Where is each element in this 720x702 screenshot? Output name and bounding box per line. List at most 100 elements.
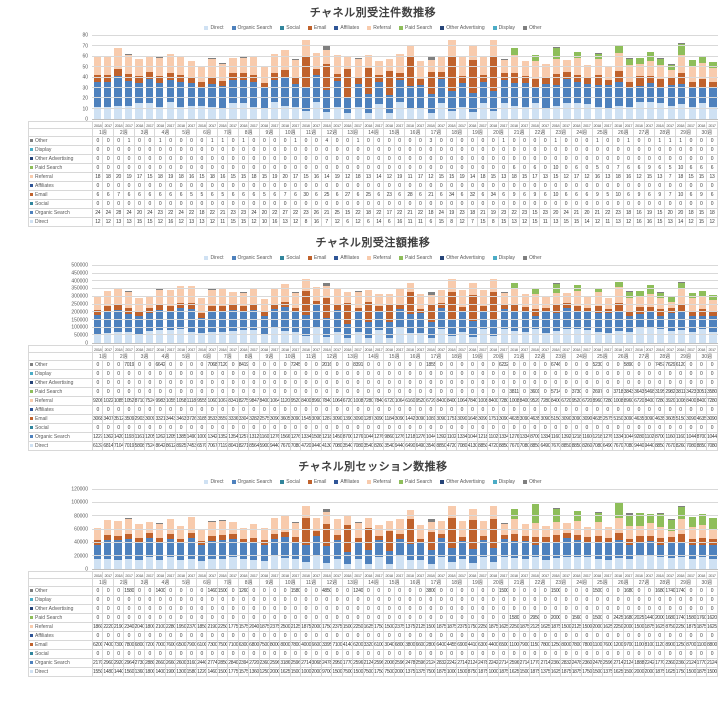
value-cell: 133400	[497, 432, 510, 442]
stacked-bar	[531, 266, 540, 343]
value-cell: 21240	[466, 658, 479, 668]
value-cell: 0	[102, 369, 114, 379]
value-cell: 0	[612, 360, 624, 370]
bar-segment-email	[636, 76, 644, 86]
value-cell: 0	[372, 604, 385, 614]
value-cell: 0	[383, 586, 395, 596]
series-label: Referral	[28, 622, 93, 632]
stacked-bar	[698, 490, 707, 569]
bar-segment-paid-search	[615, 281, 623, 288]
gridline	[92, 528, 718, 530]
bar-segment-other	[156, 288, 164, 290]
bar-segment-organic-search	[448, 91, 456, 111]
bar-slot	[196, 266, 206, 343]
year-cell: 2017	[185, 121, 198, 129]
value-cell: 0	[341, 613, 354, 623]
value-cell: 6	[508, 163, 520, 173]
plot-area: 0 10 20 30 40 50 60 70 80	[28, 33, 718, 122]
bar-segment-direct	[678, 104, 686, 119]
stacked-bar	[688, 266, 696, 343]
value-cell: 0	[331, 181, 343, 191]
legend-swatch-icon	[204, 480, 209, 484]
value-cell: 0	[341, 369, 354, 379]
bar-slot	[457, 36, 467, 119]
bar-segment-email	[584, 307, 592, 313]
value-cell: 0	[435, 631, 447, 641]
year-cell: 2018	[91, 571, 104, 579]
value-cell: 16	[633, 208, 645, 218]
series-name: Referral	[35, 623, 53, 630]
value-cell: 0	[414, 649, 427, 659]
value-cell: 100800	[352, 396, 364, 406]
week-cell: 14週	[362, 128, 385, 137]
bar-segment-referral	[312, 286, 321, 301]
bar-segment-email	[427, 304, 435, 322]
bar-segment-referral	[709, 300, 717, 312]
value-cell: 18000	[144, 622, 156, 632]
value-cell: 0	[341, 163, 354, 173]
value-cell: 1740	[674, 586, 687, 596]
value-cell: 20	[664, 208, 676, 218]
bar-slot	[416, 36, 426, 119]
legend-swatch-icon	[334, 256, 339, 260]
week-cell: 15週	[383, 128, 406, 137]
bar-segment-email	[208, 536, 216, 542]
value-cell: 0	[705, 649, 719, 659]
value-cell: 0	[591, 378, 603, 388]
value-cell: 0	[529, 595, 541, 605]
value-cell: 0	[529, 405, 541, 415]
value-cell: 12	[685, 217, 697, 227]
value-cell: 22	[393, 208, 406, 218]
value-cell: 0	[549, 145, 562, 155]
bar-segment-other	[291, 291, 300, 294]
bars-container	[92, 266, 718, 343]
value-cell: 0	[518, 649, 531, 659]
value-cell: 0	[362, 163, 374, 173]
value-cell: 11	[539, 217, 551, 227]
legend-swatch-icon	[399, 480, 404, 484]
legend-item-social: Social	[280, 25, 300, 31]
bar-segment-email	[229, 304, 237, 310]
bar-segment-email	[490, 291, 498, 319]
year-cell: 2017	[331, 121, 343, 129]
series-name: Display	[35, 596, 52, 603]
value-cell: 37260	[185, 414, 198, 424]
bar-segment-referral	[646, 293, 655, 307]
week-cell: 26週	[612, 128, 635, 137]
value-cell: 0	[258, 595, 270, 605]
bar-segment-organic-search	[156, 542, 164, 560]
bar-segment-email	[396, 73, 404, 80]
value-cell: 0	[456, 378, 468, 388]
value-cell: 29030	[133, 414, 146, 424]
bar-segment-email	[552, 305, 561, 314]
value-cell: 0	[258, 154, 270, 164]
value-cell: 0	[404, 199, 416, 209]
value-cell: 15	[643, 172, 655, 182]
bar-segment-direct	[375, 330, 383, 343]
bar-segment-referral	[698, 62, 707, 79]
bar-slot	[228, 490, 238, 569]
series-name: Paid Search	[35, 164, 63, 171]
value-cell: 0	[622, 369, 635, 379]
value-cell: 76700	[612, 441, 624, 451]
value-cell: 6	[393, 190, 406, 200]
value-cell: 0	[123, 405, 135, 415]
year-cell: 2017	[685, 121, 697, 129]
value-cell: 6	[331, 190, 343, 200]
series-name: Affiliates	[35, 406, 54, 413]
table-row-organic-search: Organic Search21700296002920029640273002…	[28, 658, 719, 668]
legend-swatch-icon	[280, 256, 285, 260]
legend-swatch-icon	[523, 26, 528, 30]
value-cell: 0	[601, 604, 614, 614]
value-cell: 0	[352, 145, 364, 155]
value-cell: 7245	[289, 360, 302, 370]
year-cell: 2018	[404, 121, 416, 129]
bar-segment-direct	[385, 337, 394, 343]
value-cell: 0	[549, 378, 562, 388]
value-cell: 0	[164, 136, 177, 146]
year-cell: 2018	[362, 571, 374, 579]
value-cell: 0	[424, 145, 437, 155]
week-cell: 6週	[196, 578, 218, 587]
stacked-bar	[260, 36, 268, 119]
